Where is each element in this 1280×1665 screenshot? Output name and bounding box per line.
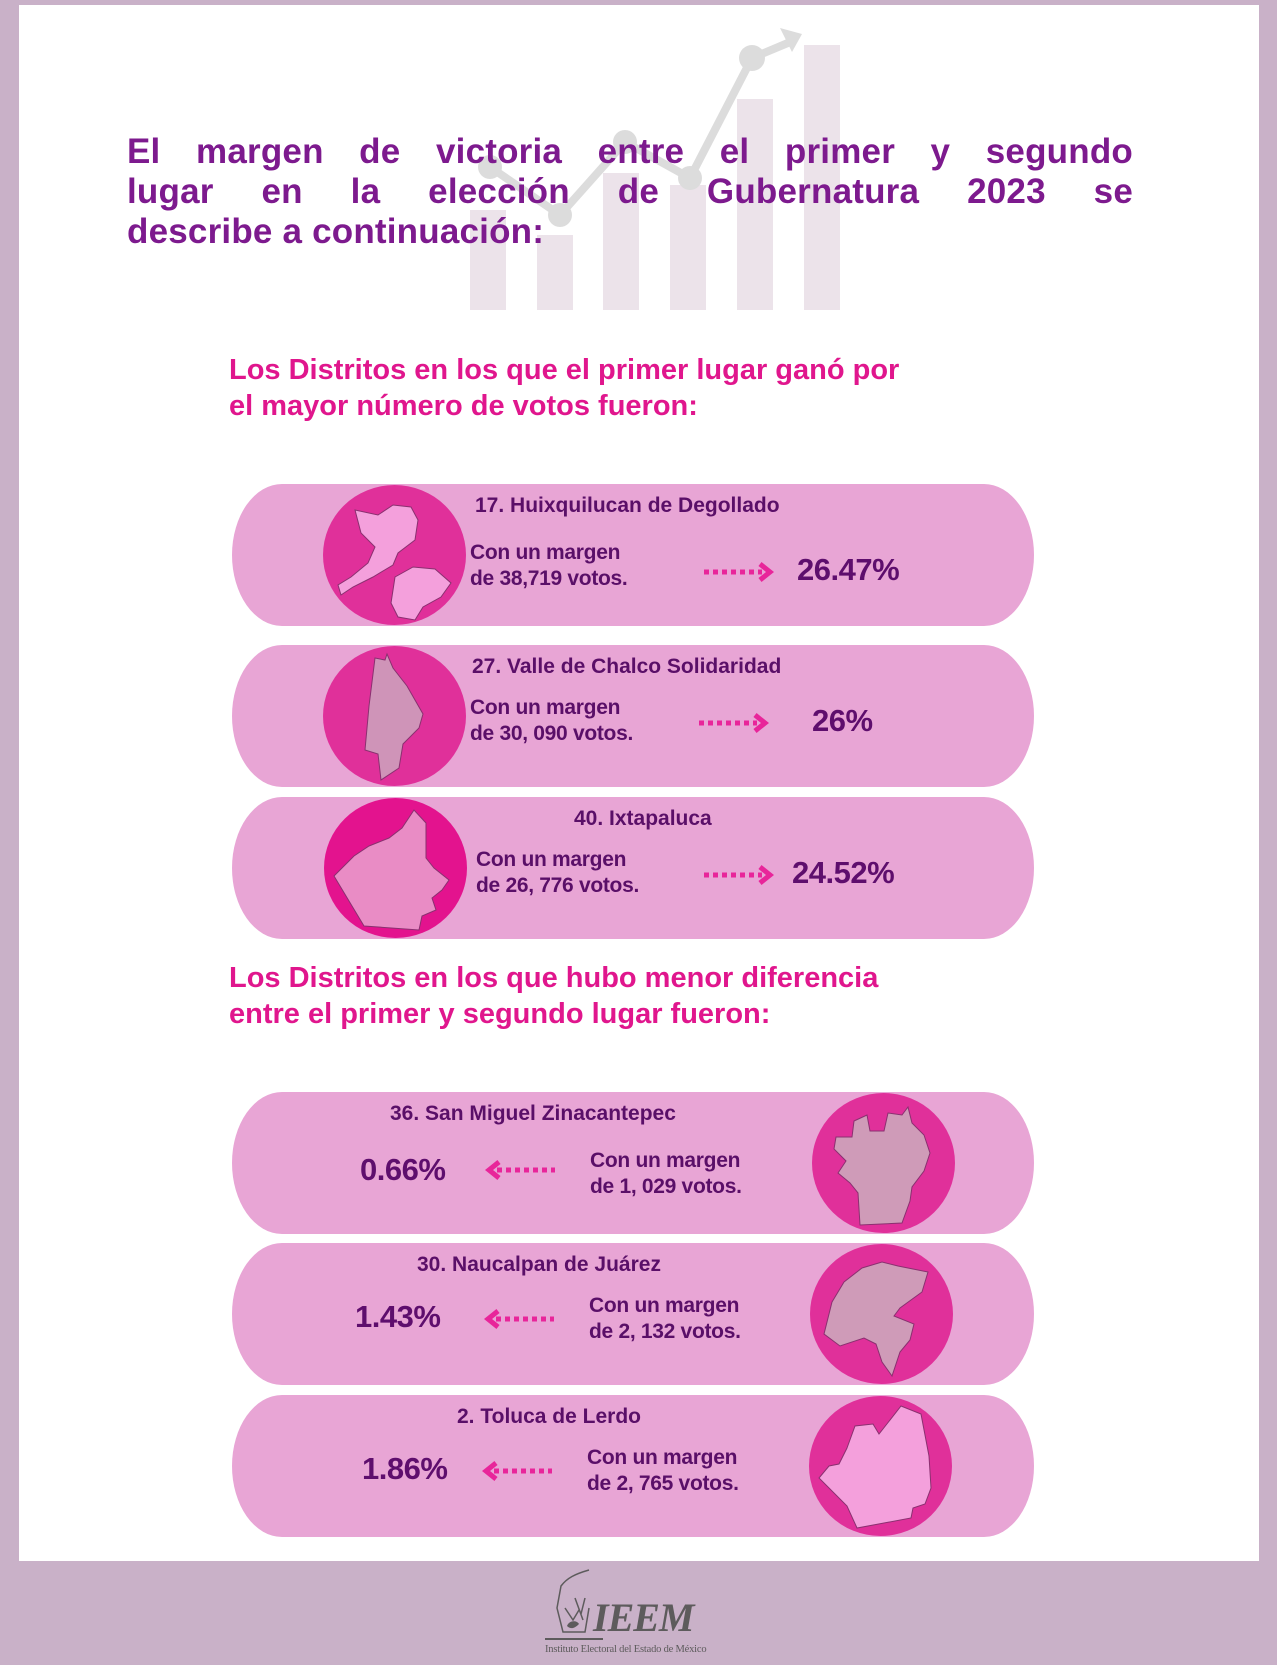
district-margin-votes: Con un margen de 2, 132 votos. xyxy=(589,1293,741,1345)
district-margin-votes: Con un margen de 30, 090 votos. xyxy=(470,695,633,747)
district-percent: 24.52% xyxy=(792,855,895,890)
district-card: 27. Valle de Chalco Solidaridad Con un m… xyxy=(232,645,1034,787)
dotted-arrow-right-icon xyxy=(704,562,774,582)
district-map-ixtapaluca-icon xyxy=(324,798,467,938)
ieem-logo: IEEM Instituto Electoral del Estado de M… xyxy=(545,1568,735,1660)
watermark-point xyxy=(548,203,572,227)
district-name: 36. San Miguel Zinacantepec xyxy=(390,1102,676,1125)
logo-subtitle: Instituto Electoral del Estado de México xyxy=(545,1644,707,1655)
district-percent: 1.86% xyxy=(362,1451,448,1486)
page-title: El margen de victoria entre el primer y … xyxy=(127,132,1133,252)
district-margin-votes: Con un margen de 26, 776 votos. xyxy=(476,847,639,899)
margin-votes: de 2, 765 votos. xyxy=(587,1472,739,1495)
watermark-bar xyxy=(737,99,773,310)
margin-label: Con un margen xyxy=(470,696,621,719)
watermark-point xyxy=(739,45,765,71)
margin-votes: de 26, 776 votos. xyxy=(476,874,639,897)
district-percent: 26% xyxy=(812,703,873,738)
margin-label: Con un margen xyxy=(589,1294,740,1317)
margin-votes: de 1, 029 votos. xyxy=(590,1175,742,1198)
margin-label: Con un margen xyxy=(590,1149,741,1172)
watermark-point xyxy=(613,130,637,154)
district-map-toluca-icon xyxy=(809,1396,952,1536)
district-margin-votes: Con un margen de 2, 765 votos. xyxy=(587,1445,739,1497)
section-heading-line: el mayor número de votos fueron: xyxy=(229,390,698,422)
watermark-arrowhead xyxy=(780,28,802,52)
margin-label: Con un margen xyxy=(587,1446,738,1469)
district-name: 2. Toluca de Lerdo xyxy=(457,1405,641,1428)
district-map-huixquilucan-icon xyxy=(323,485,466,625)
watermark-bar xyxy=(804,45,840,310)
district-margin-votes: Con un margen de 1, 029 votos. xyxy=(590,1148,742,1200)
section-heading-smallest-margin: Los Distritos en los que hubo menor dife… xyxy=(229,960,878,1032)
district-percent: 1.43% xyxy=(355,1299,441,1334)
frame-top-border xyxy=(0,0,1277,5)
district-name: 40. Ixtapaluca xyxy=(574,807,712,830)
district-percent: 26.47% xyxy=(797,552,900,587)
watermark-point xyxy=(478,155,502,179)
page-title-line: El margen de victoria entre el primer y … xyxy=(127,132,1133,171)
district-map-naucalpan-icon xyxy=(810,1244,953,1384)
dotted-arrow-left-icon xyxy=(482,1461,552,1481)
dotted-arrow-left-icon xyxy=(485,1160,555,1180)
district-margin-votes: Con un margen de 38,719 votos. xyxy=(470,540,628,592)
district-map-valle-de-chalco-icon xyxy=(323,646,466,786)
logo-underline xyxy=(545,1638,603,1640)
frame-left-border xyxy=(0,0,19,1561)
watermark-point xyxy=(678,166,702,190)
margin-votes: de 38,719 votos. xyxy=(470,567,628,590)
dotted-arrow-left-icon xyxy=(484,1309,554,1329)
page-title-line: lugar en la elección de Gubernatura 2023… xyxy=(127,172,1133,211)
ballot-hand-icon xyxy=(556,1569,590,1633)
district-card: 2. Toluca de Lerdo Con un margen de 2, 7… xyxy=(232,1395,1034,1537)
margin-votes: de 2, 132 votos. xyxy=(589,1320,741,1343)
growth-chart-watermark-icon xyxy=(470,28,840,310)
logo-name: IEEM xyxy=(593,1595,694,1640)
footer-band xyxy=(0,1561,1277,1665)
watermark-bar xyxy=(537,235,573,310)
margin-votes: de 30, 090 votos. xyxy=(470,722,633,745)
section-heading-largest-margin: Los Distritos en los que el primer lugar… xyxy=(229,352,899,424)
district-card: 40. Ixtapaluca Con un margen de 26, 776 … xyxy=(232,797,1034,939)
district-map-zinacantepec-icon xyxy=(812,1093,955,1233)
watermark-bar xyxy=(603,173,639,310)
watermark-bar xyxy=(470,210,506,310)
margin-label: Con un margen xyxy=(476,848,627,871)
district-name: 30. Naucalpan de Juárez xyxy=(417,1253,661,1276)
section-heading-line: entre el primer y segundo lugar fueron: xyxy=(229,998,771,1030)
page-title-line: describe a continuación: xyxy=(127,212,545,251)
frame-right-border xyxy=(1259,0,1277,1561)
section-heading-line: Los Distritos en los que el primer lugar… xyxy=(229,354,900,386)
watermark-bar xyxy=(670,185,706,310)
district-card: 30. Naucalpan de Juárez Con un margen de… xyxy=(232,1243,1034,1385)
dotted-arrow-right-icon xyxy=(704,865,774,885)
dotted-arrow-right-icon xyxy=(699,713,769,733)
district-card: 17. Huixquilucan de Degollado Con un mar… xyxy=(232,484,1034,626)
district-name: 27. Valle de Chalco Solidaridad xyxy=(472,655,782,678)
section-heading-line: Los Distritos en los que hubo menor dife… xyxy=(229,962,879,994)
district-percent: 0.66% xyxy=(360,1152,446,1187)
margin-label: Con un margen xyxy=(470,541,621,564)
district-card: 36. San Miguel Zinacantepec Con un marge… xyxy=(232,1092,1034,1234)
district-name: 17. Huixquilucan de Degollado xyxy=(475,494,780,517)
